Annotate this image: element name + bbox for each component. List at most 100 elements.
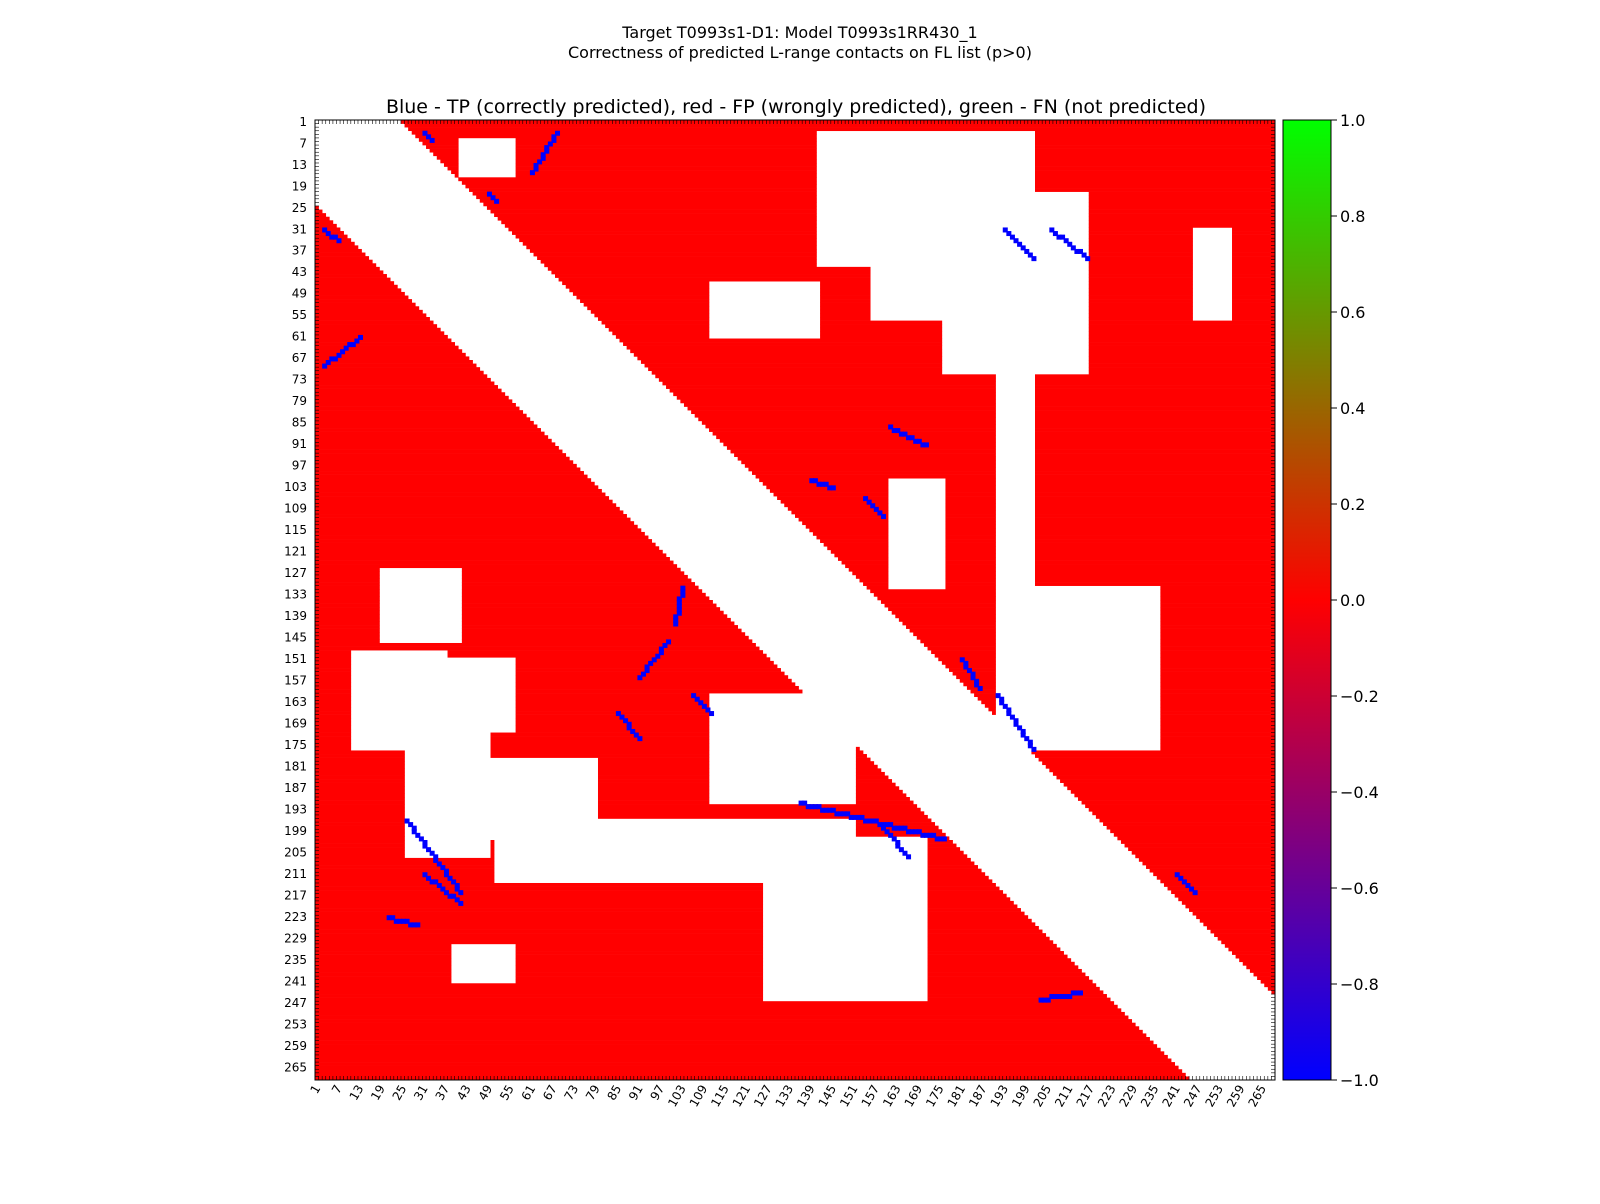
upper-fp-cell-run [1232, 295, 1276, 300]
lower-fp-cell-run [315, 557, 670, 561]
upper-tp-cell [422, 130, 428, 136]
lower-fp-cell-run [315, 861, 495, 866]
y-tick-label: 43 [292, 265, 307, 279]
upper-fp-cell-run [916, 635, 996, 640]
lower-fp-cell-run [315, 639, 380, 644]
lower-fp-cell-run [315, 757, 405, 762]
lower-fp-cell-run [315, 904, 764, 909]
lower-fp-cell-run [315, 241, 355, 246]
lower-fp-cell-run [315, 893, 764, 898]
colorbar-tick-label: 1.0 [1340, 111, 1365, 130]
upper-fp-cell-run [927, 646, 996, 651]
upper-fp-cell-run [820, 313, 871, 318]
upper-fp-cell-run [820, 317, 871, 321]
y-tick-label: 127 [284, 566, 307, 580]
x-tick-label: 121 [730, 1083, 754, 1110]
upper-fp-cell-run [1088, 338, 1276, 343]
lower-fp-cell-run [315, 768, 405, 773]
lower-tp-cell [845, 811, 851, 817]
upper-fp-cell-run [630, 349, 943, 354]
upper-fp-cell-run [601, 320, 710, 325]
upper-fp-cell-run [1088, 256, 1193, 260]
upper-tp-cell [533, 166, 539, 172]
lower-fp-cell-run [461, 589, 703, 594]
lower-fp-cell-run [315, 585, 380, 590]
upper-fp-cell-run [1088, 302, 1193, 307]
lower-fp-cell-run [515, 951, 764, 955]
upper-fp-cell-run [945, 478, 996, 483]
upper-tp-cell [486, 191, 492, 197]
lower-fp-cell-run [461, 603, 717, 608]
x-tick-label: 259 [1224, 1083, 1248, 1110]
x-tick-label: 115 [708, 1083, 732, 1110]
lower-fp-cell-run [315, 288, 402, 293]
upper-fp-cell-run [820, 291, 871, 296]
lower-fp-cell-run [515, 671, 785, 676]
lower-fp-cell-run [315, 259, 373, 264]
upper-fp-cell-run [1035, 521, 1276, 526]
upper-fp-cell-run [1035, 506, 1276, 511]
lower-tp-cell [433, 879, 439, 885]
x-tick-label: 61 [519, 1083, 539, 1103]
upper-fp-cell-run [1149, 868, 1276, 873]
upper-fp-cell-run [820, 320, 943, 325]
x-tick-label: 163 [880, 1083, 904, 1110]
upper-fp-cell-run [504, 223, 817, 228]
lower-fp-cell-run [315, 302, 416, 307]
upper-tp-cell [1074, 248, 1080, 254]
y-tick-label: 67 [292, 351, 307, 365]
upper-fp-cell-run [945, 571, 996, 576]
upper-fp-cell-run [1088, 266, 1193, 271]
lower-tp-cell [891, 836, 897, 842]
upper-fp-cell-run [1035, 134, 1276, 139]
upper-fp-cell-run [920, 639, 996, 644]
upper-fp-cell-run [1221, 940, 1276, 945]
upper-fp-cell-run [1257, 976, 1276, 980]
upper-fp-cell-run [1095, 814, 1276, 819]
lower-fp-cell-run [315, 825, 405, 830]
lower-fp-cell-run [315, 1058, 1172, 1063]
x-tick-label: 217 [1074, 1083, 1098, 1110]
upper-tp-cell [1020, 732, 1026, 738]
upper-fp-cell-run [1131, 850, 1276, 855]
lower-tp-cell [619, 714, 625, 720]
lower-fp-cell-run [597, 775, 710, 780]
colorbar-tick-label: −1.0 [1340, 1071, 1379, 1090]
upper-fp-cell-run [1146, 865, 1276, 869]
upper-tp-cell [970, 675, 976, 681]
lower-fp-cell-run [315, 1026, 1140, 1031]
lower-fp-cell-run [461, 571, 685, 576]
lower-tp-cell [863, 818, 869, 824]
upper-tp-cell [1049, 227, 1055, 233]
upper-fp-cell-run [1035, 449, 1276, 454]
y-tick-label: 7 [299, 136, 307, 150]
upper-fp-cell-run [755, 474, 996, 479]
x-tick-label: 205 [1031, 1083, 1055, 1110]
lower-tp-cell [852, 814, 858, 820]
upper-fp-cell-run [830, 549, 889, 554]
lower-tp-cell [705, 707, 711, 713]
upper-tp-cell [963, 664, 969, 670]
upper-fp-cell-run [569, 288, 710, 293]
lower-fp-cell-run [315, 897, 764, 902]
upper-fp-cell-run [1199, 918, 1276, 923]
upper-fp-cell-run [547, 266, 871, 271]
upper-fp-cell-run [941, 660, 996, 665]
lower-tp-cell [422, 840, 428, 846]
upper-fp-cell-run [415, 134, 817, 139]
lower-fp-cell-run [315, 954, 452, 959]
lower-fp-cell-run [597, 768, 710, 773]
upper-fp-cell-run [1232, 241, 1276, 246]
lower-fp-cell-run [315, 1029, 1143, 1034]
x-tick-label: 241 [1160, 1083, 1184, 1110]
upper-tp-cell [1027, 252, 1033, 258]
upper-tp-cell [906, 435, 912, 441]
upper-fp-cell-run [705, 424, 996, 429]
upper-fp-cell-run [1035, 145, 1276, 149]
upper-fp-cell-run [709, 428, 996, 432]
upper-fp-cell-run [1160, 614, 1276, 619]
upper-fp-cell-run [1232, 245, 1276, 250]
y-tick-label: 115 [284, 523, 307, 537]
lower-fp-cell-run [315, 360, 473, 364]
heatmap-cells [315, 120, 1276, 1081]
